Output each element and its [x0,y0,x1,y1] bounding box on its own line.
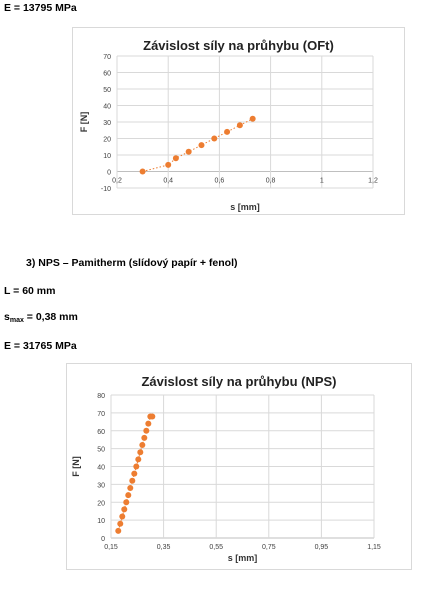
data-point [139,168,146,175]
data-point [198,142,205,149]
y-axis-label: F [N] [79,112,89,133]
chart-title: Závislost síly na průhybu (NPS) [141,374,337,389]
section-heading: 3) NPS – Pamitherm (slídový papír + feno… [26,257,238,269]
x-tick-label: 0,55 [209,544,223,551]
y-tick-label: 10 [97,518,105,525]
y-tick-label: 40 [103,104,111,111]
y-tick-label: 60 [103,71,111,78]
data-point [139,442,146,449]
chart-oft: Závislost síly na průhybu (OFt) -10 0 10 20… [72,27,405,215]
x-axis-label: s [mm] [230,202,260,212]
data-point [129,477,136,484]
modulus-text-bottom: E = 31765 MPa [4,340,77,352]
data-point [127,484,134,491]
y-tick-label: 0 [101,536,105,543]
x-tick-label: 0,2 [112,178,122,185]
y-tick-label: 50 [97,447,105,454]
y-tick-label: 40 [97,465,105,472]
data-point [249,115,256,122]
trendline [142,118,253,172]
data-point [236,122,243,129]
y-tick-label: 60 [97,429,105,436]
data-point [121,506,128,513]
chart-nps: Závislost síly na průhybu (NPS) 0 10 20 30 4… [66,363,412,570]
chart-plot: -10 0 10 20 30 40 50 60 70 0,2 0,4 0,6 0,8 1 1,2 s [mm]… [79,54,378,212]
y-tick-label: 30 [97,482,105,489]
chart-title: Závislost síly na průhybu (OFt) [143,38,334,53]
data-point [224,128,231,135]
data-point [137,449,144,456]
data-point [131,470,138,477]
data-point [143,427,150,434]
x-tick-label: 1 [320,178,324,185]
y-tick-label: 20 [103,137,111,144]
data-point [117,520,124,527]
y-tick-label: 70 [97,411,105,418]
smax-subscript: max [9,317,24,324]
y-tick-label: -10 [101,186,111,193]
data-point [165,161,172,168]
data-point [135,456,142,463]
x-tick-label: 1,2 [368,178,378,185]
x-tick-label: 0,15 [104,544,118,551]
x-tick-label: 1,15 [367,544,381,551]
smax-text: smax = 0,38 mm [4,311,78,325]
x-tick-label: 0,4 [163,178,173,185]
length-text: L = 60 mm [4,285,56,297]
y-tick-label: 10 [103,153,111,160]
x-tick-label: 0,35 [157,544,171,551]
x-tick-label: 0,8 [266,178,276,185]
data-point [172,155,179,162]
data-point [149,413,156,420]
y-tick-label: 20 [97,500,105,507]
x-tick-label: 0,6 [215,178,225,185]
smax-symbol: s [4,311,10,323]
modulus-text-top: E = 13795 MPa [4,2,77,14]
x-axis-label: s [mm] [228,553,258,563]
data-point [115,527,122,534]
data-point [119,513,126,520]
y-tick-label: 70 [103,54,111,61]
y-tick-label: 30 [103,120,111,127]
data-point [145,420,152,427]
y-axis-label: F [N] [71,456,81,477]
data-point [125,492,132,499]
data-point [141,434,148,441]
data-point [123,499,130,506]
x-tick-label: 0,95 [315,544,329,551]
data-point [185,148,192,155]
data-point [211,135,218,142]
y-tick-label: 80 [97,393,105,400]
smax-value: = 0,38 mm [23,311,78,323]
chart-plot: 0 10 20 30 40 50 60 70 80 0,15 0,35 0,55 0,75 0,95 1,1… [71,393,381,563]
data-point [133,463,140,470]
y-tick-label: 50 [103,87,111,94]
y-tick-label: 0 [107,170,111,177]
x-tick-label: 0,75 [262,544,276,551]
